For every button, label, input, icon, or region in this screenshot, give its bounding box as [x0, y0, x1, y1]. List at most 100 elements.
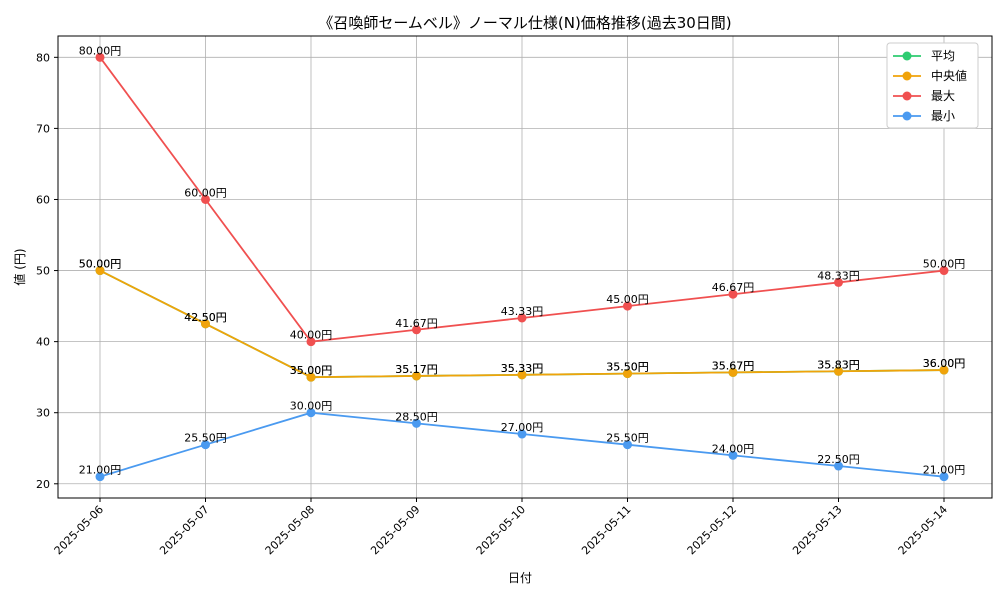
data-label: 30.00円 — [290, 400, 333, 413]
data-label: 50.00円 — [79, 258, 122, 271]
data-label: 35.33円 — [501, 362, 544, 375]
grid — [58, 36, 992, 498]
data-point — [306, 408, 316, 418]
x-axis-ticks: 2025-05-06 2025-05-07 2025-05-08 2025-05-09… — [52, 498, 950, 557]
legend-item: 平均 — [893, 49, 955, 63]
y-axis-label: 値 (円) — [12, 248, 27, 285]
data-label: 35.50円 — [606, 361, 649, 374]
data-label: 36.00円 — [923, 357, 966, 370]
x-tick-label: 2025-05-14 — [896, 503, 950, 557]
data-point — [623, 301, 632, 311]
x-tick-label: 2025-05-11 — [579, 503, 633, 557]
legend-marker — [902, 91, 912, 101]
data-label: 50.00円 — [79, 258, 122, 271]
data-label: 22.50円 — [817, 453, 860, 466]
data-point — [834, 366, 843, 376]
legend-marker — [902, 51, 912, 61]
legend-marker — [902, 71, 912, 81]
data-label: 48.33円 — [817, 269, 860, 282]
data-point — [623, 369, 632, 379]
data-point — [939, 365, 949, 375]
data-point — [517, 313, 527, 323]
data-label: 41.67円 — [395, 317, 438, 330]
x-tick-label: 2025-05-13 — [790, 503, 844, 557]
data-point — [728, 367, 738, 377]
y-tick-label: 30 — [36, 407, 50, 420]
data-label: 35.33円 — [501, 362, 544, 375]
data-labels: 50.00円 42.50円 35.00円 35.17円 35.33円 35.50円 35.6… — [79, 44, 966, 476]
legend-label: 最小 — [931, 109, 955, 123]
data-label: 46.67円 — [712, 281, 755, 294]
data-point — [95, 52, 105, 62]
data-label: 35.83円 — [817, 358, 860, 371]
data-label: 25.50円 — [606, 432, 649, 445]
data-point — [939, 472, 949, 482]
data-label: 60.00円 — [184, 186, 227, 199]
legend-item: 中央値 — [893, 68, 967, 83]
legend-label: 最大 — [931, 89, 955, 103]
data-label: 35.00円 — [290, 364, 333, 377]
y-axis-ticks: 20 30 40 50 60 70 80 — [36, 51, 58, 491]
data-point — [728, 450, 738, 460]
x-tick-label: 2025-05-07 — [157, 503, 211, 557]
data-point — [517, 429, 527, 439]
data-point — [306, 337, 316, 347]
data-label: 27.00円 — [501, 421, 544, 434]
x-tick-label: 2025-05-06 — [52, 503, 106, 557]
data-label: 42.50円 — [184, 311, 227, 324]
data-point — [201, 319, 210, 329]
data-point — [834, 461, 843, 471]
series-3 — [95, 408, 949, 482]
data-point — [201, 440, 210, 450]
data-label: 28.50円 — [395, 410, 438, 423]
data-point — [412, 371, 421, 381]
y-tick-label: 50 — [36, 265, 50, 278]
legend-label: 中央値 — [931, 68, 967, 83]
data-point — [412, 325, 421, 335]
data-point — [95, 266, 105, 276]
data-label: 80.00円 — [79, 44, 122, 57]
series-1 — [95, 266, 949, 382]
legend-item: 最小 — [893, 109, 955, 123]
data-label: 35.83円 — [817, 358, 860, 371]
data-point — [623, 440, 632, 450]
data-label: 25.50円 — [184, 432, 227, 445]
legend-label: 平均 — [931, 49, 955, 63]
x-tick-label: 2025-05-09 — [368, 503, 422, 557]
data-label: 50.00円 — [923, 258, 966, 271]
x-tick-label: 2025-05-10 — [474, 503, 528, 557]
data-label: 42.50円 — [184, 311, 227, 324]
series-2 — [95, 52, 949, 347]
data-label: 21.00円 — [79, 464, 122, 477]
data-point — [306, 372, 316, 382]
data-label: 35.17円 — [395, 363, 438, 376]
data-point — [517, 370, 527, 380]
data-label: 24.00円 — [712, 442, 755, 455]
data-label: 35.67円 — [712, 359, 755, 372]
plot-frame — [57, 35, 993, 499]
chart-title: 《召喚師セームベル》ノーマル仕様(N)価格推移(過去30日間) — [318, 14, 731, 32]
data-point — [834, 277, 843, 287]
y-tick-label: 80 — [36, 51, 50, 64]
data-point — [201, 194, 210, 204]
data-label: 35.00円 — [290, 364, 333, 377]
data-point — [728, 289, 738, 299]
y-tick-label: 70 — [36, 122, 50, 135]
x-tick-label: 2025-05-12 — [685, 503, 739, 557]
data-label: 36.00円 — [923, 357, 966, 370]
data-label: 35.67円 — [712, 359, 755, 372]
data-point — [95, 472, 105, 482]
data-point — [939, 266, 949, 276]
y-tick-label: 60 — [36, 193, 50, 206]
data-label: 43.33円 — [501, 305, 544, 318]
data-point — [412, 418, 421, 428]
legend-item: 最大 — [893, 89, 955, 103]
legend-marker — [902, 111, 912, 121]
x-axis-label: 日付 — [508, 571, 532, 585]
data-label: 40.00円 — [290, 329, 333, 342]
y-tick-label: 40 — [36, 336, 50, 349]
x-tick-label: 2025-05-08 — [263, 503, 317, 557]
